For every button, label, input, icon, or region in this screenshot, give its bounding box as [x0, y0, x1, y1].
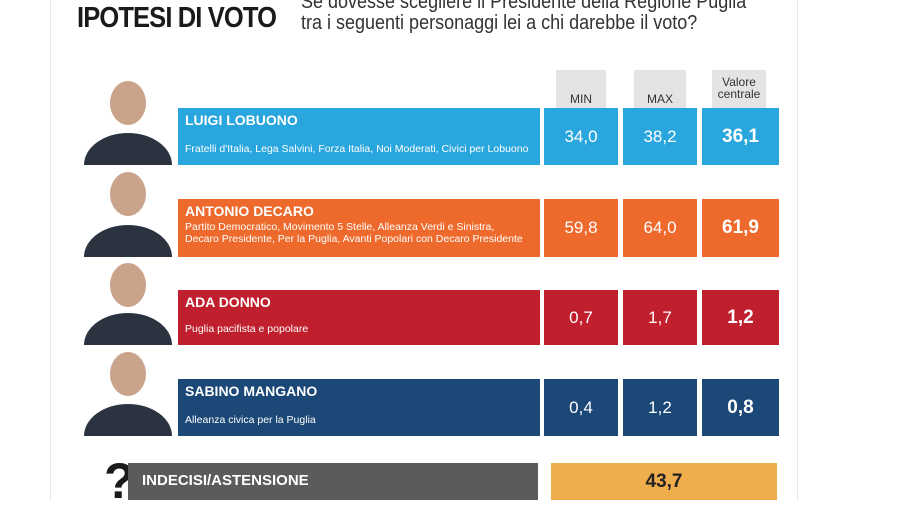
undecided-value: 43,7 — [551, 463, 777, 500]
candidate-bar: LUIGI LOBUONO Fratelli d'Italia, Lega Sa… — [178, 108, 540, 165]
header-min: MIN — [556, 70, 606, 108]
question-line: tra i seguenti personaggi lei a chi dare… — [301, 12, 698, 34]
central-value: 0,8 — [702, 379, 779, 436]
max-value: 38,2 — [623, 108, 697, 165]
infographic-frame — [50, 0, 798, 500]
undecided-label: INDECISI/ASTENSIONE — [128, 463, 538, 500]
max-value: 64,0 — [623, 199, 697, 257]
candidate-photo — [84, 172, 172, 257]
min-value: 0,7 — [544, 290, 618, 345]
party-line: Fratelli d'Italia, Lega Salvini, Forza I… — [185, 143, 529, 155]
header-central-line: centrale — [717, 86, 761, 101]
candidate-parties: Alleanza civica per la Puglia — [185, 414, 316, 426]
candidate-bar: SABINO MANGANO Alleanza civica per la Pu… — [178, 379, 540, 436]
party-line: Decaro Presidente, Per la Puglia, Avanti… — [185, 233, 523, 245]
party-line: Alleanza civica per la Puglia — [185, 414, 316, 426]
candidate-parties: Fratelli d'Italia, Lega Salvini, Forza I… — [185, 143, 528, 155]
candidate-parties: Puglia pacifista e popolare — [185, 323, 308, 335]
page-title: IPOTESI DI VOTO — [77, 2, 277, 34]
candidate-bar: ADA DONNO Puglia pacifista e popolare — [178, 290, 540, 345]
header-max: MAX — [634, 70, 686, 108]
central-value: 1,2 — [702, 290, 779, 345]
min-value: 59,8 — [544, 199, 618, 257]
candidate-name: SABINO MANGANO — [185, 383, 318, 399]
candidate-parties: Partito Democratico, Movimento 5 Stelle,… — [185, 221, 523, 245]
central-value: 61,9 — [702, 199, 779, 257]
candidate-name: ADA DONNO — [185, 294, 271, 310]
header-central-line: Valore — [722, 74, 756, 89]
candidate-bar: ANTONIO DECARO Partito Democratico, Movi… — [178, 199, 540, 257]
candidate-photo — [84, 81, 172, 165]
question-line: Se dovesse scegliere il Presidente della… — [301, 0, 747, 13]
candidate-name: LUIGI LOBUONO — [185, 112, 298, 128]
max-value: 1,7 — [623, 290, 697, 345]
max-value: 1,2 — [623, 379, 697, 436]
min-value: 0,4 — [544, 379, 618, 436]
central-value: 36,1 — [702, 108, 779, 165]
survey-question: Se dovesse scegliere il Presidente della… — [301, 0, 746, 34]
candidate-photo — [84, 263, 172, 345]
min-value: 34,0 — [544, 108, 618, 165]
party-line: Partito Democratico, Movimento 5 Stelle,… — [185, 221, 495, 233]
header-central: Valore centrale — [712, 70, 766, 108]
party-line: Puglia pacifista e popolare — [185, 323, 309, 335]
candidate-name: ANTONIO DECARO — [185, 203, 314, 219]
candidate-photo — [84, 352, 172, 436]
